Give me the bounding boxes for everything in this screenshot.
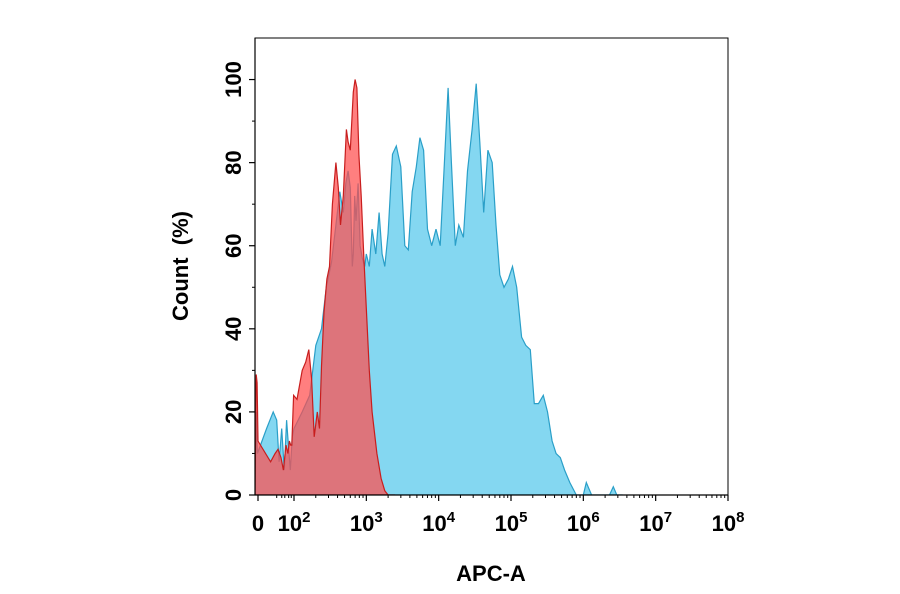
y-tick-label: 40 [221, 317, 246, 341]
y-axis: 0 20 40 60 80 100 [221, 38, 256, 501]
x-tick-label: 104 [422, 509, 455, 536]
y-tick-label: 80 [221, 150, 246, 174]
y-tick-label: 100 [221, 61, 246, 98]
y-axis-title: Count (%) [168, 211, 193, 321]
x-tick-label: 102 [278, 509, 311, 536]
x-axis: 0 102 103 104 105 106 107 108 [252, 494, 745, 536]
x-tick-label: 108 [712, 509, 745, 536]
x-tick-label: 0 [252, 511, 264, 536]
series-layer [255, 79, 623, 495]
x-tick-label: 105 [495, 509, 528, 536]
x-tick-label: 106 [567, 509, 600, 536]
x-axis-title: APC-A [456, 561, 526, 586]
x-tick-label: 103 [350, 509, 383, 536]
x-tick-label: 107 [639, 509, 672, 536]
y-tick-label: 60 [221, 233, 246, 257]
y-tick-label: 0 [221, 489, 246, 501]
y-tick-label: 20 [221, 400, 246, 424]
histogram-series-2 [255, 79, 396, 495]
